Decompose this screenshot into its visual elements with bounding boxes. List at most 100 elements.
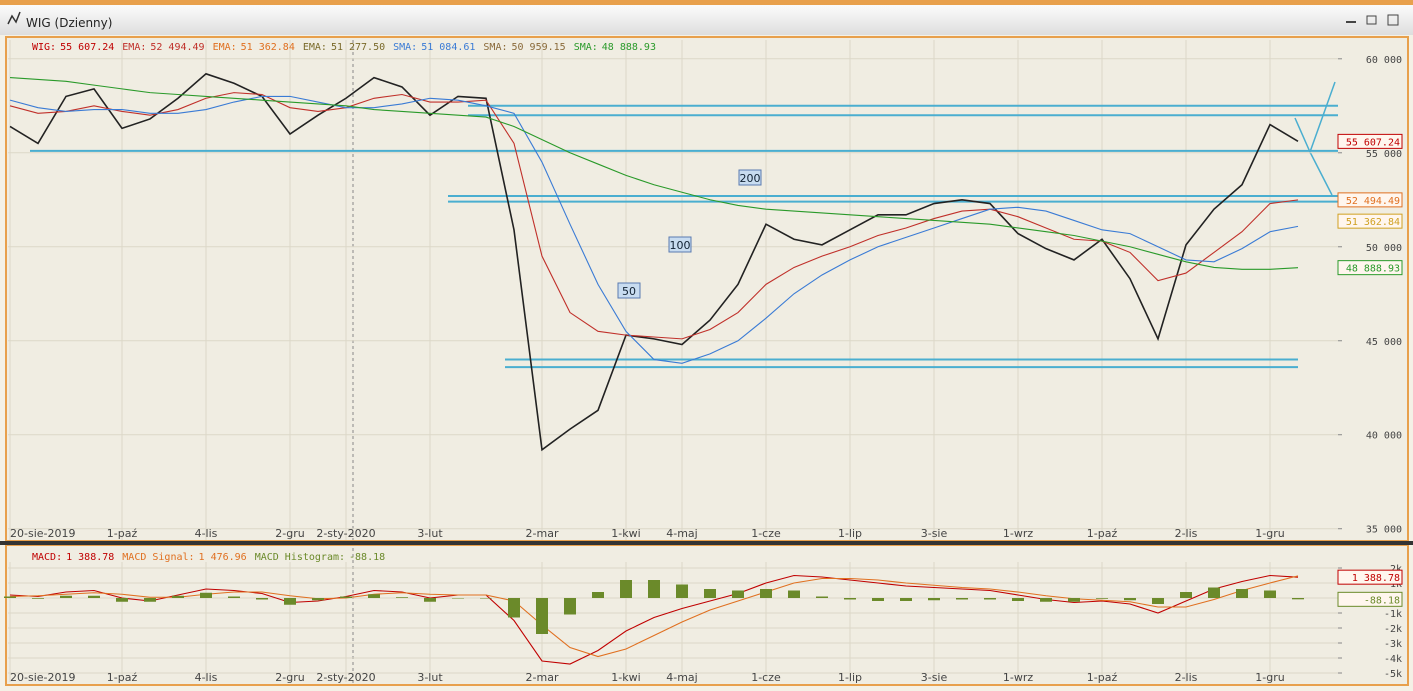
series-line [9,92,1299,340]
annotation: 200 [740,172,761,185]
value-tag [1337,260,1403,276]
value-tag-label: 51 362.84 [1346,217,1400,228]
histogram-bar [984,598,996,600]
legend-value: 1 388.78 [66,552,114,563]
x-tick-label: 4-maj [666,671,697,684]
legend-value: -88.18 [349,552,385,563]
x-tick-label: 1-lip [838,527,862,540]
histogram-bar [4,596,16,598]
histogram-bar [816,596,828,598]
histogram-bar [760,589,772,598]
x-tick-label: 2-mar [526,671,559,684]
histogram-bar [256,598,268,600]
x-tick-label: 3-sie [921,671,948,684]
value-tag-label: 55 607.24 [1346,137,1400,148]
x-tick-label: 1-kwi [611,671,640,684]
indicator-legend: MACD: 1 388.78 MACD Signal: 1 476.96 MACD Hi… [32,552,385,563]
histogram-bar [1264,590,1276,598]
histogram-bar [284,598,296,605]
x-tick-label: 20-sie-2019 [10,671,75,684]
histogram-bar [1180,592,1192,598]
maximize-button[interactable] [1387,14,1399,26]
macd-panel [5,544,1409,686]
value-tag-label: -88.18 [1364,595,1400,606]
histogram-bar [592,592,604,598]
x-tick-label: 1-paź [107,671,138,684]
legend-value: 51 362.84 [241,42,295,53]
annotation-box [617,282,641,299]
y-tick-label: 40 000 [1366,431,1402,442]
annotation-box [738,169,762,186]
x-tick-label: 1-kwi [611,527,640,540]
x-tick-label: 1-paź [1087,527,1118,540]
legend-value: 51 084.61 [421,42,475,53]
legend-name: WIG: [32,42,56,53]
x-tick-label: 4-lis [195,671,218,684]
x-tick-label: 2-gru [275,527,304,540]
histogram-bar [1152,598,1164,604]
legend-name: EMA: [122,42,146,53]
histogram-bar [200,592,212,598]
histogram-bar [368,594,380,598]
histogram-bar [872,598,884,601]
legend-name: EMA: [303,42,327,53]
legend-name: EMA: [213,42,237,53]
y-tick-label: -2k [1384,624,1402,635]
annotation-box [668,236,692,253]
x-tick-label: 1-wrz [1003,671,1033,684]
restore-button[interactable] [1366,15,1377,25]
legend-value: 52 494.49 [150,42,204,53]
series-line [9,77,1299,270]
histogram-bar [312,598,324,601]
histogram-bar [1096,598,1108,599]
histogram-bar [1012,598,1024,601]
y-tick-label: -3k [1384,639,1402,650]
legend-value: 50 959.15 [512,42,566,53]
histogram-bar [704,589,716,598]
x-tick-label: 2-lis [1175,671,1198,684]
histogram-bar [648,580,660,598]
y-tick-label: 45 000 [1366,337,1402,348]
x-tick-label: 1-paź [1087,671,1118,684]
legend-name: MACD Histogram: [255,552,345,563]
histogram-bar [928,598,940,601]
histogram-bar [844,598,856,600]
legend-value: 55 607.24 [60,42,114,53]
histogram-bar [340,596,352,598]
histogram-bar [732,590,744,598]
window-title: WIG (Dzienny) [26,16,112,30]
histogram-bar [1040,598,1052,602]
histogram-bar [508,598,520,618]
y-tick-label: -4k [1384,654,1402,665]
title-bar [0,5,1413,35]
histogram-bar [396,597,408,598]
legend-name: MACD: [32,552,62,563]
value-tag-label: 1 388.78 [1352,573,1400,584]
series-line [9,95,1299,364]
histogram-bar [1208,587,1220,598]
histogram-bar [172,595,184,598]
value-tag [1337,213,1403,229]
legend-value: 51 277.50 [331,42,385,53]
histogram-bar [60,595,72,598]
x-tick-label: 20-sie-2019 [10,527,75,540]
histogram-bar [1124,598,1136,601]
x-tick-label: 2-sty-2020 [316,527,375,540]
histogram-bar [144,598,156,602]
x-tick-label: 1-paź [107,527,138,540]
value-tag [1337,591,1403,607]
projection-line [1309,151,1333,196]
value-tag [1337,192,1403,208]
x-tick-label: 2-mar [526,527,559,540]
histogram-bar [956,598,968,600]
x-tick-label: 2-sty-2020 [316,671,375,684]
window-top-border [0,0,1413,5]
indicator-legend: WIG: 55 607.24 EMA: 52 494.49 EMA: 51 362.84 E… [32,42,656,53]
value-tag [1337,133,1403,149]
y-tick-label: -1k [1384,609,1402,620]
y-tick-label: 2k [1390,564,1402,575]
x-tick-label: 1-wrz [1003,527,1033,540]
x-tick-label: 1-cze [751,527,781,540]
minimize-button[interactable] [1346,21,1356,23]
